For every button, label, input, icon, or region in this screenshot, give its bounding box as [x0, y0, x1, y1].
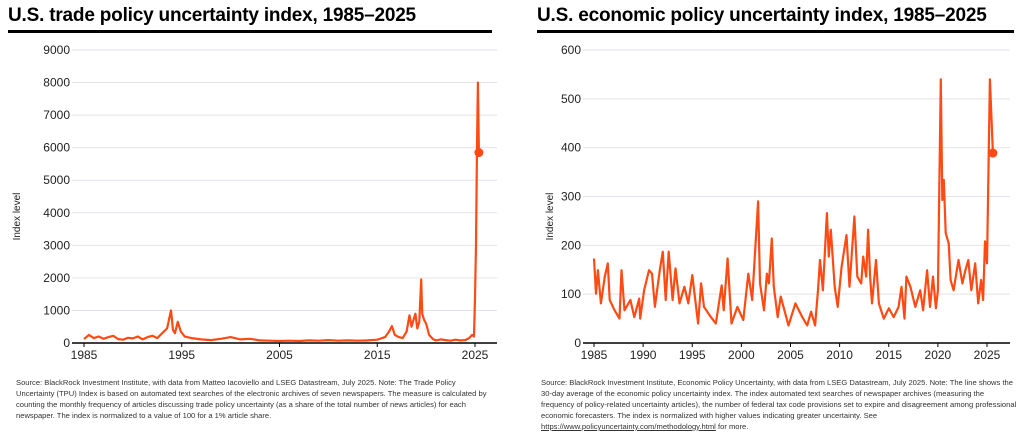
trade-policy-chart: 0 1000 2000 3000 4000 5000 6000 7000 8000 9000 198…: [12, 43, 497, 362]
x-tick-label: 2005: [266, 348, 293, 362]
y-tick-label: 5000: [43, 173, 70, 187]
methodology-link[interactable]: https://www.policyuncertainty.com/method…: [541, 422, 716, 431]
series-line: [592, 78, 994, 327]
y-tick-label: 2000: [43, 271, 70, 285]
y-tick-label: 0: [63, 336, 70, 350]
source-text: Source: BlackRock Investment Institute, …: [541, 378, 1017, 420]
last-point-marker: [474, 148, 484, 158]
y-tick-label: 200: [561, 238, 581, 252]
y-tick-label: 7000: [43, 108, 70, 122]
y-tick-label: 400: [561, 141, 581, 155]
y-tick-label: 0: [574, 336, 581, 350]
x-tick-label: 2020: [925, 348, 952, 362]
y-tick-label: 600: [561, 43, 581, 57]
chart-title: U.S. economic policy uncertainty index, …: [537, 5, 987, 26]
y-tick-label: 8000: [43, 76, 70, 90]
y-axis-label: Index level: [12, 193, 23, 241]
economic-policy-chart: 0 100 200 300 400 500 600 1985 1990 1995 2000 2005 2…: [545, 43, 1010, 362]
economic-policy-panel: U.S. economic policy uncertainty index, …: [537, 0, 1022, 439]
x-tick-label: 2025: [974, 348, 1001, 362]
source-note: Source: BlackRock Investment Institute, …: [541, 377, 1019, 432]
y-tick-label: 1000: [43, 303, 70, 317]
title-rule: [537, 30, 1014, 33]
x-tick-label: 2010: [826, 348, 853, 362]
y-tick-label: 3000: [43, 238, 70, 252]
y-tick-label: 9000: [43, 43, 70, 57]
source-note: Source: BlackRock Investment Institute, …: [16, 378, 487, 420]
x-tick-label: 1995: [679, 348, 706, 362]
x-tick-label: 1995: [168, 348, 195, 362]
x-tick-label: 2005: [777, 348, 804, 362]
source-tail: for more.: [715, 422, 749, 431]
series-line: [83, 81, 480, 343]
y-tick-label: 500: [561, 92, 581, 106]
title-rule: [8, 30, 492, 33]
last-point-marker: [988, 148, 998, 158]
y-axis-label: Index level: [545, 193, 556, 241]
y-tick-label: 4000: [43, 206, 70, 220]
trade-policy-panel: U.S. trade policy uncertainty index, 198…: [8, 0, 504, 439]
chart-title: U.S. trade policy uncertainty index, 198…: [8, 5, 416, 26]
x-tick-label: 2000: [728, 348, 755, 362]
y-tick-label: 6000: [43, 141, 70, 155]
y-tick-label: 300: [561, 190, 581, 204]
x-tick-label: 2015: [875, 348, 902, 362]
x-tick-label: 1985: [581, 348, 608, 362]
x-tick-label: 2025: [462, 348, 489, 362]
x-tick-label: 1990: [630, 348, 657, 362]
y-tick-label: 100: [561, 287, 581, 301]
x-tick-label: 2015: [364, 348, 391, 362]
x-tick-label: 1985: [71, 348, 98, 362]
